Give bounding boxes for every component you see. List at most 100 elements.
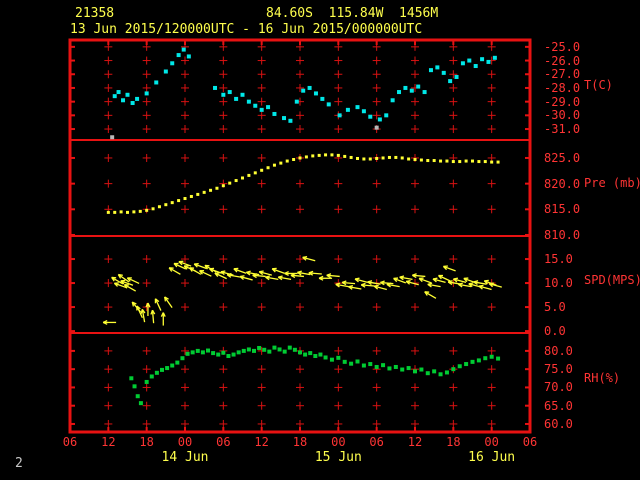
humidity-point <box>368 362 373 367</box>
temperature-point <box>240 92 245 97</box>
wind-arrow-head <box>117 274 122 279</box>
wind-arrow-head <box>453 278 458 283</box>
y-tick-label: 825.0 <box>544 150 581 165</box>
pressure-point <box>458 160 462 164</box>
wind-arrow-head <box>290 274 296 279</box>
y-tick-label: 0.0 <box>544 324 566 339</box>
wind-arrow-shaft <box>489 283 502 288</box>
humidity-point <box>206 348 210 353</box>
wind-arrow-head <box>168 267 173 272</box>
pressure-point <box>119 210 123 214</box>
y-tick-label: 15.0 <box>544 252 573 267</box>
pressure-point <box>451 160 455 164</box>
wind-arrow-shaft <box>443 265 456 272</box>
temperature-point <box>130 101 135 106</box>
wind-arrow-head <box>458 283 463 288</box>
wind-arrow-head <box>265 276 270 281</box>
temperature-point <box>176 53 181 58</box>
pressure-point <box>151 207 155 211</box>
wind-arrow-shaft <box>438 274 451 282</box>
wind-arrow-head <box>120 280 125 285</box>
x-tick-label: 12 <box>407 435 423 449</box>
humidity-point <box>329 357 334 362</box>
wind-arrow-shaft <box>239 275 253 281</box>
wind-arrow-head <box>123 284 128 289</box>
wind-arrow-shaft <box>189 267 202 275</box>
wind-arrow-head <box>318 277 324 281</box>
pressure-point <box>138 209 142 213</box>
humidity-point <box>470 359 475 364</box>
wind-arrow-head <box>220 271 225 276</box>
wind-arrow-head <box>483 280 488 285</box>
humidity-point <box>200 350 205 355</box>
x-tick-label: 00 <box>484 435 499 449</box>
temperature-point <box>181 47 186 52</box>
wind-arrow-shaft <box>399 276 413 281</box>
wind-arrow-head <box>173 263 178 268</box>
temperature-point <box>377 117 382 122</box>
pressure-point <box>228 181 232 185</box>
panel-variable-label: T(C) <box>584 78 613 92</box>
temperature-point <box>422 90 427 95</box>
wind-arrow-shaft <box>348 286 362 290</box>
pressure-point <box>164 203 168 207</box>
humidity-point <box>165 366 170 371</box>
pressure-point <box>362 157 366 161</box>
pressure-point <box>145 208 149 212</box>
wind-arrow-head <box>478 285 483 290</box>
humidity-point <box>425 371 430 376</box>
humidity-point <box>277 347 282 352</box>
pressure-point <box>285 159 289 163</box>
humidity-point <box>135 394 140 399</box>
pressure-point <box>477 160 481 164</box>
pressure-point <box>407 157 411 161</box>
wind-arrow-shaft <box>354 278 368 283</box>
temperature-point <box>337 113 342 118</box>
wind-arrow-head <box>373 285 379 290</box>
humidity-point <box>438 372 443 377</box>
humidity-point <box>298 350 302 355</box>
temperature-point <box>112 94 117 99</box>
humidity-point <box>496 356 501 361</box>
humidity-point <box>160 367 164 372</box>
wind-arrow-head <box>418 277 423 283</box>
temperature-point <box>345 107 350 112</box>
y-tick-label: -29.0 <box>544 94 581 109</box>
wind-arrow-shaft <box>342 281 356 285</box>
humidity-point <box>170 363 175 368</box>
temperature-point <box>403 85 408 90</box>
temperature-point <box>320 96 325 101</box>
pressure-point <box>196 192 200 196</box>
temperature-point <box>486 59 491 64</box>
y-tick-label: -27.0 <box>544 67 581 82</box>
temperature-point <box>435 65 440 70</box>
wind-arrow-head <box>245 271 251 276</box>
pressure-point <box>157 205 161 209</box>
humidity-point <box>308 351 313 356</box>
pressure-point <box>471 159 474 163</box>
x-tick-label: 12 <box>101 435 116 449</box>
x-tick-label: 06 <box>62 435 78 449</box>
temperature-point <box>259 107 264 112</box>
humidity-point <box>154 370 159 375</box>
wind-arrow-shaft <box>453 278 467 283</box>
humidity-point <box>451 367 456 372</box>
humidity-point <box>241 348 246 353</box>
wind-arrow-shaft <box>473 281 487 285</box>
y-tick-label: 815.0 <box>544 202 581 217</box>
wind-arrow-shaft <box>173 262 187 270</box>
temperature-point <box>473 64 478 69</box>
wind-arrow-head <box>271 268 276 273</box>
y-tick-label: 80.0 <box>544 343 573 358</box>
humidity-point <box>236 350 241 355</box>
pressure-point <box>356 156 359 160</box>
humidity-point <box>349 361 354 366</box>
wind-arrow-head <box>427 283 432 288</box>
wind-arrow-shaft <box>367 281 381 285</box>
wind-arrow-head <box>447 281 453 286</box>
wind-arrow-head <box>442 265 448 271</box>
temperature-point <box>480 57 485 62</box>
temperature-point <box>492 55 497 60</box>
station-id: 21358 <box>75 6 115 21</box>
wind-arrow-shaft <box>136 305 143 319</box>
